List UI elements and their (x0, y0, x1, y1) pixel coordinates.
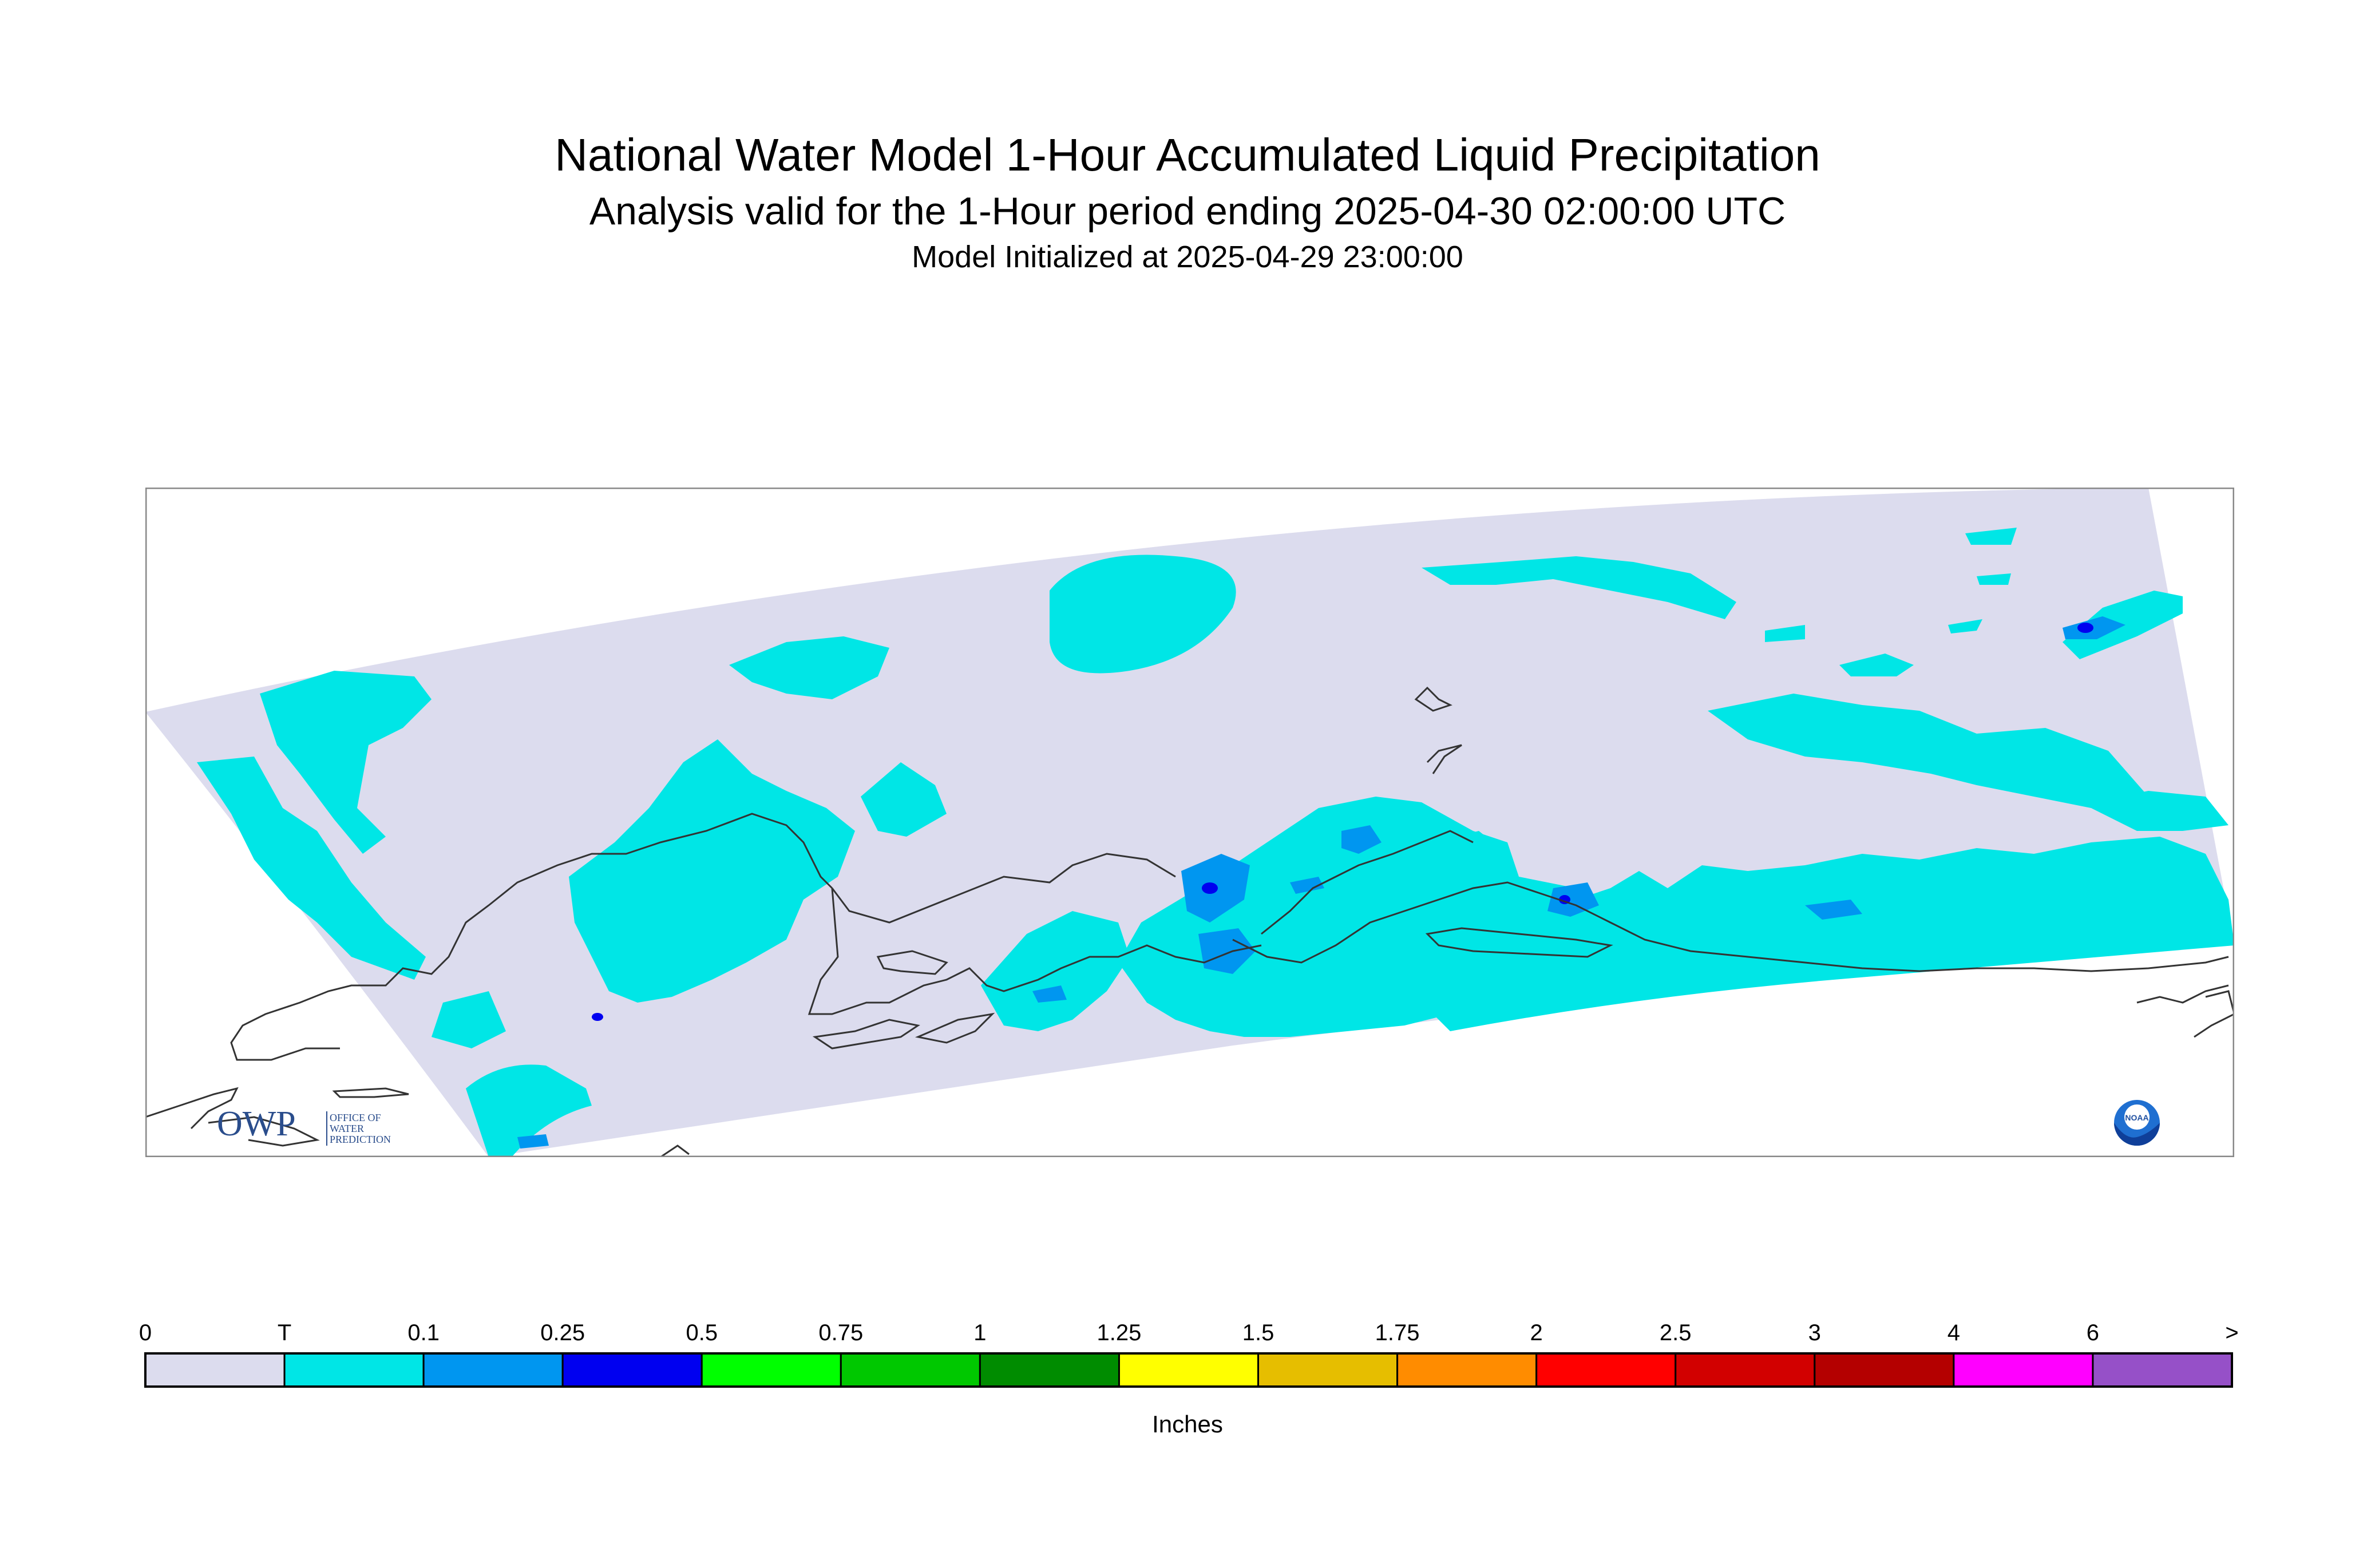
map-frame (145, 488, 2234, 1157)
legend-tick-label: 0.1 (407, 1320, 440, 1345)
legend-unit-label: Inches (1152, 1411, 1223, 1438)
noaa-logo-text: NOAA (2125, 1113, 2148, 1122)
trace-precip-areas (197, 528, 2234, 1157)
owp-logo-text-3: PREDICTION (330, 1134, 391, 1145)
legend-swatch (283, 1352, 425, 1388)
legend-swatch (422, 1352, 564, 1388)
coastlines (145, 686, 2234, 1157)
owp-logo-text-2: WATER (330, 1123, 364, 1134)
noaa-logo: NOAA (2114, 1100, 2160, 1146)
legend-swatch (561, 1352, 703, 1388)
legend-tick-label: 1.5 (1242, 1320, 1274, 1345)
owp-logo: OWP OFFICE OF WATER PREDICTION (217, 1104, 391, 1146)
legend-tick-label: 0.75 (818, 1320, 863, 1345)
legend-swatch (2092, 1352, 2233, 1388)
medium-precip-areas (592, 623, 2093, 1021)
legend-swatch (1675, 1352, 1816, 1388)
legend-swatch (144, 1352, 286, 1388)
legend-swatch (1953, 1352, 2094, 1388)
precip-legend: 0 T 0.1 0.25 0.5 0.75 1 1.25 1.5 1.75 2 2.5 3 4 6 > (139, 1320, 2239, 1388)
legend-swatch (1118, 1352, 1260, 1388)
legend-swatch (840, 1352, 981, 1388)
owp-logo-mark: OWP (217, 1104, 296, 1143)
legend-swatch (1814, 1352, 1955, 1388)
legend-tick-label: 2 (1530, 1320, 1543, 1345)
legend-tick-label: 0 (139, 1320, 152, 1345)
legend-tick-label: > (2225, 1320, 2238, 1345)
legend-tick-label: 1.75 (1375, 1320, 1420, 1345)
legend-swatch (1535, 1352, 1677, 1388)
legend-tick-label: 1 (973, 1320, 986, 1345)
model-init-line: Model Initialized at 2025-04-29 23:00:00 (912, 240, 1463, 274)
map-subtitle: Analysis valid for the 1-Hour period end… (589, 189, 1786, 233)
legend-tick-label: 3 (1808, 1320, 1821, 1345)
legend-tick-label: T (278, 1320, 291, 1345)
legend-tick-label: 6 (2087, 1320, 2099, 1345)
legend-tick-label: 4 (1948, 1320, 1960, 1345)
map-title: National Water Model 1-Hour Accumulated … (555, 129, 1820, 180)
legend-swatch (1396, 1352, 1538, 1388)
legend-tick-label: 0.5 (686, 1320, 718, 1345)
owp-logo-text-1: OFFICE OF (330, 1112, 381, 1123)
legend-swatch (700, 1352, 842, 1388)
legend-tick-label: 1.25 (1097, 1320, 1142, 1345)
legend-frame (144, 1352, 2233, 1388)
legend-tick-label: 0.25 (540, 1320, 585, 1345)
legend-swatch (1257, 1352, 1399, 1388)
legend-tick-label: 2.5 (1660, 1320, 1692, 1345)
precipitation-map: OWP OFFICE OF WATER PREDICTION NOAA (145, 488, 2234, 1157)
legend-swatch (979, 1352, 1120, 1388)
